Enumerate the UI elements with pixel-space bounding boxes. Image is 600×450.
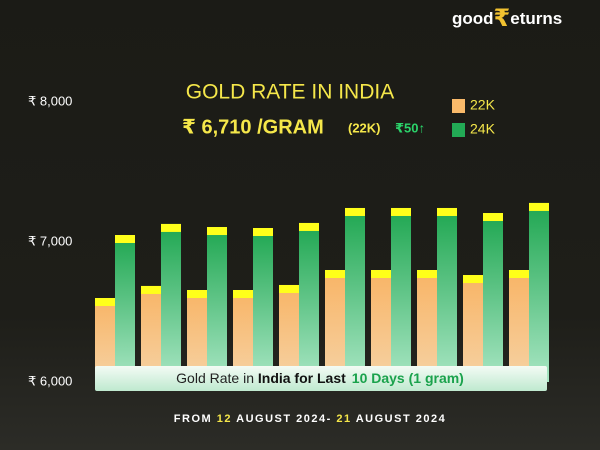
bar-cap bbox=[161, 223, 181, 232]
legend-label: 24K bbox=[470, 121, 496, 137]
banner-text: Gold Rate in India for Last 10 Days (1 gr… bbox=[176, 370, 464, 386]
bar bbox=[141, 285, 161, 382]
y-tick-label: ₹ 8,000 bbox=[28, 93, 72, 108]
bar bbox=[299, 222, 319, 382]
y-tick-label: ₹ 6,000 bbox=[28, 373, 72, 388]
bar bbox=[115, 235, 135, 382]
bar bbox=[325, 270, 345, 382]
brand: good₹eturns bbox=[452, 5, 562, 32]
bar-cap bbox=[437, 207, 457, 216]
bar-cap bbox=[509, 270, 529, 278]
bar bbox=[509, 270, 529, 382]
legend-label: 22K bbox=[470, 97, 496, 113]
bar-cap bbox=[417, 270, 437, 278]
bar-cap bbox=[115, 235, 135, 243]
bar-cap bbox=[483, 213, 503, 222]
bar-cap bbox=[529, 202, 549, 211]
bar bbox=[279, 284, 299, 382]
bar bbox=[417, 270, 437, 382]
bar bbox=[371, 270, 391, 382]
bar bbox=[463, 275, 483, 382]
bar-cap bbox=[371, 270, 391, 278]
bar bbox=[207, 227, 227, 382]
bar bbox=[233, 290, 253, 382]
bar bbox=[253, 228, 273, 382]
bar bbox=[483, 213, 503, 382]
y-tick-label: ₹ 7,000 bbox=[28, 233, 72, 248]
bar bbox=[345, 207, 365, 382]
change: ₹50↑ bbox=[395, 120, 425, 135]
bar-cap bbox=[345, 207, 365, 216]
bar bbox=[95, 298, 115, 382]
footer: FROM 12 AUGUST 2024- 21 AUGUST 2024 bbox=[174, 413, 446, 425]
bar bbox=[391, 207, 411, 382]
price: ₹ 6,710 /GRAM bbox=[182, 116, 324, 138]
bar bbox=[529, 202, 549, 382]
bar bbox=[437, 207, 457, 382]
bar-cap bbox=[299, 222, 319, 231]
bar-cap bbox=[391, 207, 411, 216]
bar-cap bbox=[325, 270, 345, 278]
chart-title: GOLD RATE IN INDIA bbox=[186, 81, 394, 104]
bar-cap bbox=[253, 228, 273, 236]
bar-cap bbox=[141, 285, 161, 294]
bar-cap bbox=[279, 284, 299, 293]
bar-cap bbox=[187, 290, 207, 299]
banner bbox=[95, 366, 547, 391]
legend-swatch bbox=[452, 123, 465, 137]
legend-swatch bbox=[452, 99, 465, 113]
bar-cap bbox=[95, 298, 115, 306]
bar bbox=[161, 223, 181, 382]
bar-cap bbox=[207, 227, 227, 236]
bar-cap bbox=[233, 290, 253, 299]
bar bbox=[187, 290, 207, 382]
purity: (22K) bbox=[348, 120, 381, 135]
bar-cap bbox=[463, 275, 483, 284]
